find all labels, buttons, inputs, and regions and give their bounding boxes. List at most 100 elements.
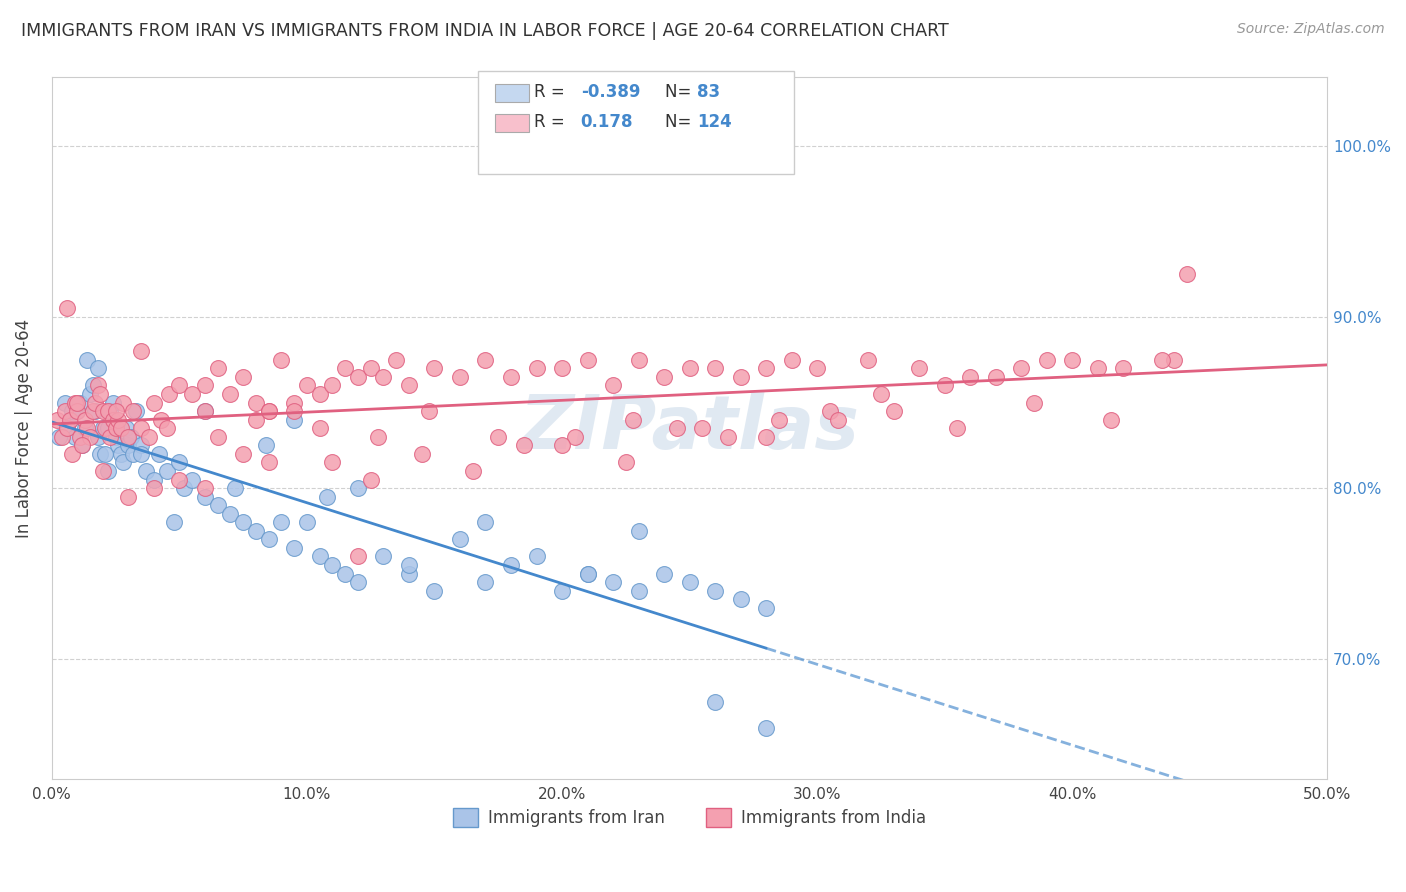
Point bbox=[117, 438, 139, 452]
Point bbox=[104, 421, 127, 435]
Point bbox=[1099, 412, 1122, 426]
Point bbox=[946, 421, 969, 435]
Point bbox=[48, 430, 70, 444]
Point bbox=[107, 412, 129, 426]
Point bbox=[423, 583, 446, 598]
Point bbox=[308, 549, 330, 564]
Point bbox=[526, 549, 548, 564]
Point bbox=[122, 447, 145, 461]
Point bbox=[86, 378, 108, 392]
Point bbox=[107, 438, 129, 452]
Point bbox=[347, 481, 370, 495]
Point bbox=[245, 524, 267, 538]
Point bbox=[257, 404, 280, 418]
Point bbox=[1036, 352, 1059, 367]
Point bbox=[623, 412, 645, 426]
Point bbox=[755, 430, 778, 444]
Point bbox=[283, 412, 305, 426]
Text: ZIPatlas: ZIPatlas bbox=[520, 392, 859, 465]
Point bbox=[1112, 361, 1135, 376]
Point bbox=[513, 438, 536, 452]
Point bbox=[72, 438, 94, 452]
Point bbox=[129, 447, 152, 461]
Point bbox=[173, 481, 195, 495]
Point bbox=[181, 387, 204, 401]
Point bbox=[129, 438, 152, 452]
Point bbox=[449, 533, 471, 547]
Point bbox=[704, 695, 727, 709]
Point bbox=[101, 395, 124, 409]
Point bbox=[59, 412, 82, 426]
Point bbox=[150, 412, 173, 426]
Point bbox=[117, 430, 139, 444]
Point bbox=[755, 600, 778, 615]
Point bbox=[418, 404, 440, 418]
Point bbox=[576, 566, 599, 581]
Point bbox=[627, 352, 650, 367]
Point bbox=[142, 395, 165, 409]
Point bbox=[169, 378, 191, 392]
Y-axis label: In Labor Force | Age 20-64: In Labor Force | Age 20-64 bbox=[15, 318, 32, 538]
Point bbox=[474, 352, 496, 367]
Point bbox=[308, 387, 330, 401]
Point bbox=[827, 412, 849, 426]
Point bbox=[818, 404, 841, 418]
Point bbox=[97, 421, 120, 435]
Point bbox=[138, 430, 160, 444]
Text: 124: 124 bbox=[697, 113, 733, 131]
Point bbox=[100, 404, 122, 418]
Point bbox=[398, 378, 420, 392]
Point bbox=[104, 430, 127, 444]
Point bbox=[499, 558, 522, 572]
Point bbox=[129, 421, 152, 435]
Point bbox=[934, 378, 956, 392]
Point bbox=[883, 404, 905, 418]
Point bbox=[730, 592, 752, 607]
Point bbox=[91, 464, 114, 478]
Point bbox=[91, 421, 114, 435]
Point bbox=[1150, 352, 1173, 367]
Point bbox=[308, 421, 330, 435]
Point bbox=[385, 352, 408, 367]
Point bbox=[245, 395, 267, 409]
Point bbox=[856, 352, 879, 367]
Point bbox=[870, 387, 893, 401]
Point bbox=[45, 412, 67, 426]
Point bbox=[360, 361, 382, 376]
Point bbox=[360, 473, 382, 487]
Point bbox=[53, 404, 76, 418]
Point bbox=[347, 575, 370, 590]
Point bbox=[245, 412, 267, 426]
Point bbox=[89, 447, 111, 461]
Point bbox=[79, 387, 101, 401]
Point bbox=[89, 387, 111, 401]
Point bbox=[66, 404, 89, 418]
Point bbox=[551, 438, 574, 452]
Point bbox=[576, 566, 599, 581]
Text: 83: 83 bbox=[697, 83, 720, 101]
Point bbox=[398, 558, 420, 572]
Point bbox=[97, 404, 120, 418]
Point bbox=[69, 395, 91, 409]
Point bbox=[780, 352, 803, 367]
Point bbox=[627, 583, 650, 598]
Point bbox=[135, 464, 157, 478]
Point bbox=[194, 404, 217, 418]
Point bbox=[295, 378, 318, 392]
Point bbox=[207, 430, 229, 444]
Point bbox=[499, 369, 522, 384]
Point bbox=[76, 352, 98, 367]
Point bbox=[129, 344, 152, 359]
Point bbox=[101, 412, 124, 426]
Point bbox=[110, 421, 132, 435]
Point bbox=[1163, 352, 1185, 367]
Point bbox=[100, 430, 122, 444]
Text: 0.178: 0.178 bbox=[581, 113, 633, 131]
Point bbox=[56, 421, 79, 435]
Point bbox=[82, 378, 104, 392]
Point bbox=[257, 455, 280, 469]
Point bbox=[398, 566, 420, 581]
Point bbox=[333, 361, 356, 376]
Point bbox=[73, 421, 96, 435]
Text: N=: N= bbox=[665, 83, 696, 101]
